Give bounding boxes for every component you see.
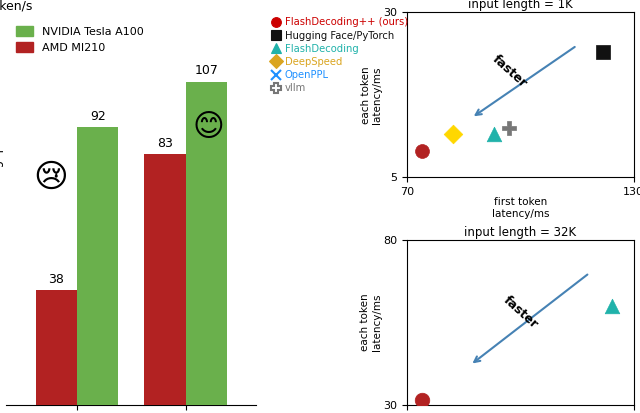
Bar — [186, 82, 227, 405]
Y-axis label: each token
latency/ms: each token latency/ms — [360, 66, 382, 123]
Point — [504, 124, 515, 131]
Text: 83: 83 — [157, 137, 173, 150]
Point — [417, 396, 428, 403]
Bar — [145, 154, 186, 405]
Legend: FlashDecoding++ (ours), Hugging Face/PyTorch, FlashDecoding, DeepSpeed, OpenPPL,: FlashDecoding++ (ours), Hugging Face/PyT… — [271, 17, 408, 93]
Point — [607, 303, 618, 309]
Y-axis label: LLM inference throughput: LLM inference throughput — [0, 133, 4, 285]
Text: Token/s: Token/s — [0, 0, 33, 12]
Text: 😢: 😢 — [34, 161, 68, 193]
Text: 😊: 😊 — [193, 113, 225, 142]
Title: input length = 1K: input length = 1K — [468, 0, 573, 11]
Point — [451, 128, 461, 134]
X-axis label: first token
latency/ms: first token latency/ms — [492, 197, 549, 218]
Text: 38: 38 — [49, 273, 65, 285]
Text: faster: faster — [489, 53, 529, 90]
Bar — [36, 290, 77, 405]
Title: input length = 32K: input length = 32K — [465, 226, 577, 239]
Text: 107: 107 — [195, 64, 218, 77]
Text: 92: 92 — [90, 109, 106, 123]
Bar — [77, 127, 118, 405]
Point — [447, 131, 458, 138]
Y-axis label: each token
latency/ms: each token latency/ms — [360, 294, 382, 351]
Text: faster: faster — [500, 294, 540, 331]
Point — [417, 147, 428, 154]
Legend: NVIDIA Tesla A100, AMD MI210: NVIDIA Tesla A100, AMD MI210 — [12, 22, 148, 57]
Point — [598, 49, 609, 55]
Point — [489, 131, 499, 138]
Point — [623, 263, 634, 270]
